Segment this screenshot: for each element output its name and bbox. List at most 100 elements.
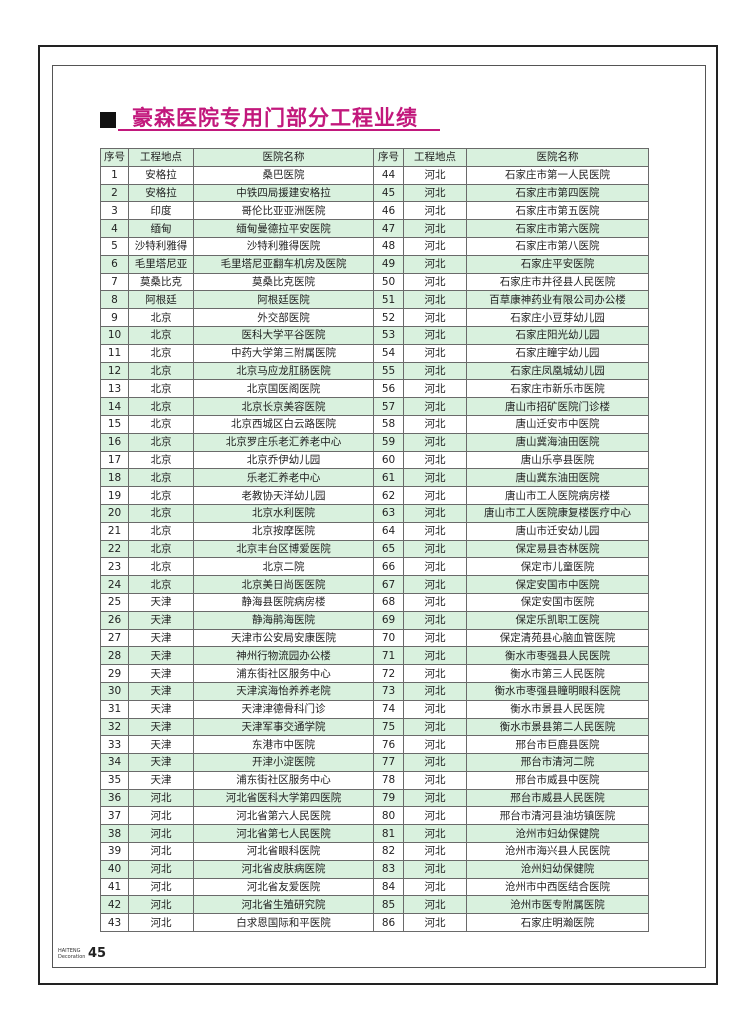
table-cell: 唐山冀东油田医院 — [466, 468, 649, 488]
table-cell: 北京马应龙肛肠医院 — [193, 361, 374, 381]
table-cell: 北京 — [128, 414, 194, 434]
table-cell: 河北 — [128, 842, 194, 861]
table-cell: 河北 — [403, 717, 467, 737]
table-row: 40 河北 河北省皮肤病医院 83 河北 沧州妇幼保健院 — [100, 859, 649, 879]
table-cell: 河北省友爱医院 — [193, 877, 374, 897]
table-cell: 河北 — [403, 432, 467, 452]
table-cell: 缅甸 — [128, 219, 194, 238]
table-cell: 河北省第六人民医院 — [193, 806, 374, 826]
table-cell: 13 — [100, 379, 129, 399]
table-cell: 河北 — [403, 236, 467, 256]
table-row: 24 北京 北京美日尚医医院 67 河北 保定安国市中医院 — [100, 575, 649, 594]
table-cell: 天津滨海怡养养老院 — [193, 681, 374, 701]
table-row: 2 安格拉 中铁四局援建安格拉 45 河北 石家庄市第四医院 — [100, 183, 649, 203]
table-cell: 河北 — [403, 770, 467, 790]
table-cell: 河北 — [403, 557, 467, 577]
table-cell: 43 — [100, 913, 129, 933]
table-cell: 唐山迁安市中医院 — [466, 414, 649, 434]
table-row: 16 北京 北京罗庄乐老汇养老中心 59 河北 唐山冀海油田医院 — [100, 432, 649, 452]
table-cell: 河北 — [403, 343, 467, 363]
table-cell: 11 — [100, 343, 129, 363]
table-cell: 河北 — [403, 913, 467, 933]
table-row: 12 北京 北京马应龙肛肠医院 55 河北 石家庄凤凰城幼儿园 — [100, 361, 649, 381]
table-cell: 石家庄凤凰城幼儿园 — [466, 361, 649, 381]
table-row: 18 北京 乐老汇养老中心 61 河北 唐山冀东油田医院 — [100, 468, 649, 488]
table-cell: 25 — [100, 592, 129, 612]
table-cell: 静海县医院病房楼 — [193, 592, 374, 612]
table-cell: 天津 — [128, 628, 194, 648]
table-row: 23 北京 北京二院 66 河北 保定市儿童医院 — [100, 557, 649, 577]
table-row: 30 天津 天津滨海怡养养老院 73 河北 衡水市枣强县瞳明眼科医院 — [100, 681, 649, 701]
table-row: 42 河北 河北省生殖研究院 85 河北 沧州市医专附属医院 — [100, 895, 649, 915]
table-cell: 邢台市威县人民医院 — [466, 788, 649, 808]
table-cell: 河北 — [403, 842, 467, 861]
table-cell: 53 — [373, 325, 404, 345]
table-cell: 30 — [100, 681, 129, 701]
table-cell: 天津 — [128, 735, 194, 755]
table-cell: 河北 — [403, 361, 467, 381]
table-cell: 河北 — [403, 414, 467, 434]
table-cell: 衡水市第三人民医院 — [466, 664, 649, 683]
table-cell: 河北 — [403, 646, 467, 666]
table-cell: 浦东街社区服务中心 — [193, 664, 374, 683]
table-cell: 2 — [100, 183, 129, 203]
table-cell: 天津 — [128, 770, 194, 790]
table-cell: 沧州妇幼保健院 — [466, 859, 649, 879]
table-cell: 唐山市招矿医院门诊楼 — [466, 397, 649, 416]
title-underline — [118, 129, 440, 131]
table-row: 29 天津 浦东街社区服务中心 72 河北 衡水市第三人民医院 — [100, 664, 649, 683]
table-cell: 衡水市景县人民医院 — [466, 699, 649, 719]
table-cell: 38 — [100, 824, 129, 844]
table-cell: 莫桑比克医院 — [193, 272, 374, 292]
table-cell: 河北 — [403, 735, 467, 755]
table-cell: 19 — [100, 486, 129, 505]
table-cell: 49 — [373, 254, 404, 274]
table-row: 6 毛里塔尼亚 毛里塔尼亚翻车机房及医院 49 河北 石家庄平安医院 — [100, 254, 649, 274]
table-cell: 沙特利雅得 — [128, 236, 194, 256]
table-cell: 老教协天洋幼儿园 — [193, 486, 374, 505]
table-row: 33 天津 东港市中医院 76 河北 邢台市巨鹿县医院 — [100, 735, 649, 755]
table-cell: 北京 — [128, 397, 194, 416]
table-cell: 河北 — [403, 628, 467, 648]
table-cell: 河北 — [403, 521, 467, 541]
table-cell: 河北 — [403, 539, 467, 559]
table-row: 39 河北 河北省眼科医院 82 河北 沧州市海兴县人民医院 — [100, 842, 649, 861]
table-cell: 衡水市枣强县人民医院 — [466, 646, 649, 666]
table-cell: 保定清苑县心脑血管医院 — [466, 628, 649, 648]
table-cell: 河北 — [403, 610, 467, 630]
table-cell: 57 — [373, 397, 404, 416]
table-cell: 62 — [373, 486, 404, 505]
table-cell: 39 — [100, 842, 129, 861]
title-marker — [100, 112, 116, 128]
outer-frame — [38, 45, 718, 985]
table-cell: 46 — [373, 201, 404, 221]
table-cell: 12 — [100, 361, 129, 381]
table-row: 3 印度 哥伦比亚亚洲医院 46 河北 石家庄市第五医院 — [100, 201, 649, 221]
table-cell: 河北 — [403, 592, 467, 612]
table-cell: 沧州市医专附属医院 — [466, 895, 649, 915]
table-cell: 北京按摩医院 — [193, 521, 374, 541]
table-cell: 33 — [100, 735, 129, 755]
table-cell: 保定易县杏林医院 — [466, 539, 649, 559]
table-cell: 开津小淀医院 — [193, 753, 374, 772]
table-cell: 河北 — [128, 877, 194, 897]
table-cell: 河北省眼科医院 — [193, 842, 374, 861]
table-cell: 东港市中医院 — [193, 735, 374, 755]
table-row: 7 莫桑比克 莫桑比克医院 50 河北 石家庄市井径县人民医院 — [100, 272, 649, 292]
table-cell: 22 — [100, 539, 129, 559]
table-row: 36 河北 河北省医科大学第四医院 79 河北 邢台市威县人民医院 — [100, 788, 649, 808]
table-cell: 78 — [373, 770, 404, 790]
table-cell: 70 — [373, 628, 404, 648]
table-cell: 50 — [373, 272, 404, 292]
table-cell: 河北 — [403, 254, 467, 274]
table-cell: 石家庄市第八医院 — [466, 236, 649, 256]
table-cell: 神州行物流园办公楼 — [193, 646, 374, 666]
table-cell: 河北 — [128, 788, 194, 808]
table-cell: 41 — [100, 877, 129, 897]
table-cell: 河北省皮肤病医院 — [193, 859, 374, 879]
table-row: 38 河北 河北省第七人民医院 81 河北 沧州市妇幼保健院 — [100, 824, 649, 844]
table-cell: 天津 — [128, 664, 194, 683]
table-cell: 17 — [100, 450, 129, 470]
table-cell: 唐山市迁安幼儿园 — [466, 521, 649, 541]
